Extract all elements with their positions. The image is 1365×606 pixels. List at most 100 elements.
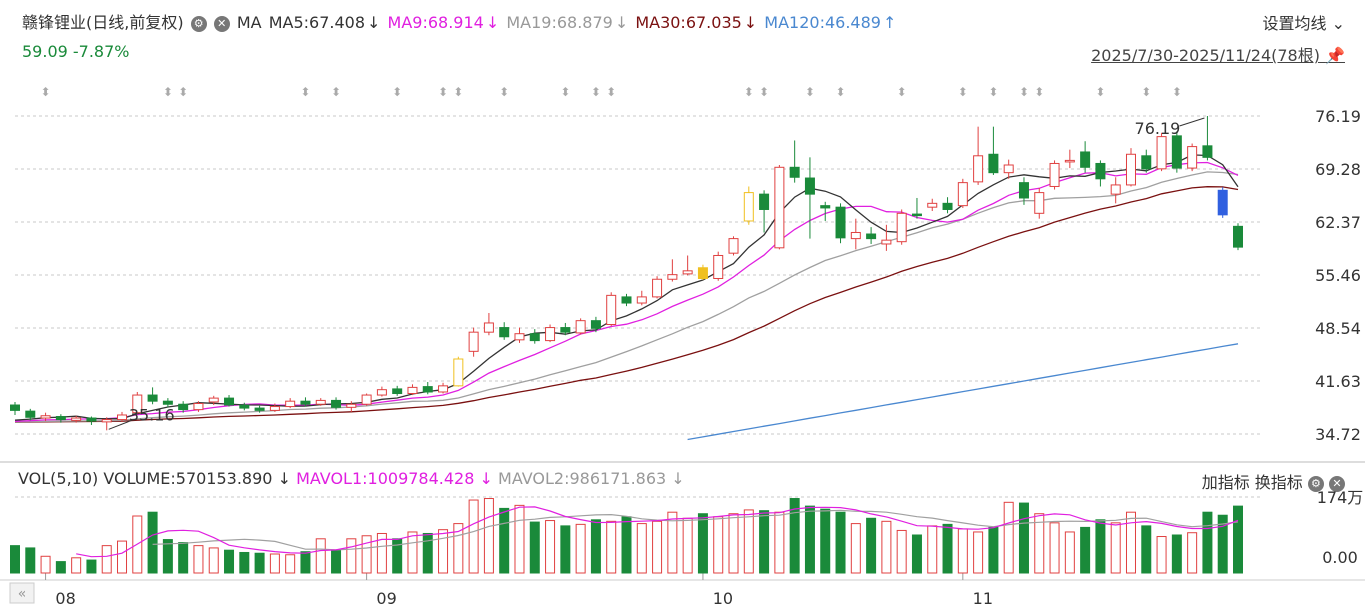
volume-bar	[71, 557, 82, 574]
vol-label: VOL(5,10)	[18, 469, 99, 488]
candle-body	[804, 177, 815, 195]
candle-body	[1233, 225, 1243, 248]
event-marker-icon: ⬍	[300, 85, 310, 99]
volume-bar	[331, 549, 342, 574]
event-marker-icon: ⬍	[835, 85, 845, 99]
volume-tick-label: 174万	[1317, 488, 1364, 507]
event-marker-icon: ⬍	[897, 85, 907, 99]
volume-bar	[25, 547, 36, 574]
candle-body	[560, 327, 571, 333]
volume-bar	[697, 513, 708, 574]
volume-bar	[1217, 514, 1228, 574]
ma9-label: MA9:68.914	[387, 13, 484, 32]
ma30-line	[14, 186, 1239, 423]
scroll-left-button[interactable]	[9, 582, 35, 604]
volume-bar	[820, 508, 831, 574]
volume-bar	[1125, 511, 1136, 574]
volume-bar	[896, 529, 907, 574]
volume-bar	[346, 538, 357, 574]
volume-bar	[438, 529, 449, 574]
event-marker-icon: ⬍	[453, 85, 463, 99]
volume-bar	[392, 538, 403, 574]
ma-settings-dropdown[interactable]: 设置均线 ⌄	[1262, 10, 1345, 34]
candle-body	[1034, 192, 1045, 214]
down-arrow: ↓	[485, 13, 500, 32]
volume-bar	[866, 517, 877, 574]
price-tick-label: 62.37	[1315, 213, 1361, 232]
volume-bar	[407, 531, 418, 574]
mavol2-value: MAVOL2:986171.863	[498, 469, 667, 488]
pin-icon[interactable]: 📌	[1325, 46, 1345, 65]
chevron-left-icon: «	[18, 586, 27, 602]
ma9-line	[14, 161, 1239, 422]
volume-bar	[988, 526, 999, 574]
volume-bar	[927, 525, 938, 574]
event-marker-icon: ⬍	[759, 85, 769, 99]
candle-body	[774, 166, 785, 249]
candle-body	[499, 327, 510, 338]
candle-body	[239, 404, 250, 409]
volume-bar	[254, 552, 265, 574]
event-marker-icon: ⬍	[41, 85, 51, 99]
volume-bar	[575, 523, 586, 574]
event-marker-icon: ⬍	[163, 85, 173, 99]
volume-bar	[835, 511, 846, 574]
stock-title: 赣锋锂业(日线,前复权)	[22, 13, 184, 32]
volume-bar	[911, 534, 922, 574]
add-indicator-button[interactable]: 加指标	[1201, 473, 1250, 492]
gear-icon[interactable]: ⚙	[1307, 476, 1324, 492]
switch-indicator-button[interactable]: 换指标	[1254, 473, 1303, 492]
volume-bar	[743, 509, 754, 574]
candle-body	[881, 239, 892, 245]
price-tick-label: 48.54	[1315, 319, 1361, 338]
volume-bar	[590, 519, 601, 574]
candle-body	[453, 358, 464, 387]
event-marker-icon: ⬍	[499, 85, 509, 99]
mavol1-line	[76, 506, 1239, 558]
candle-body	[713, 254, 724, 279]
price-tick-label: 41.63	[1315, 372, 1361, 391]
date-range[interactable]: 2025/7/30-2025/11/24(78根) 📌	[1091, 42, 1345, 66]
close-icon[interactable]: ✕	[1329, 476, 1345, 492]
volume-bar	[1003, 501, 1014, 574]
candle-body	[789, 166, 800, 178]
ma30-label: MA30:67.035	[635, 13, 742, 32]
gear-icon[interactable]: ⚙	[190, 16, 207, 32]
candle-body	[10, 404, 20, 411]
candle-body	[621, 296, 632, 304]
candle-body	[438, 385, 449, 393]
ma120-line	[687, 343, 1239, 441]
event-marker-icon: ⬍	[606, 85, 616, 99]
candle-body	[55, 416, 66, 421]
candle-body	[392, 388, 403, 395]
ma19-line	[14, 171, 1239, 423]
volume-bar	[86, 559, 97, 574]
volume-bar	[422, 532, 433, 574]
volume-bar	[652, 520, 663, 574]
volume-bar	[560, 525, 571, 574]
volume-header: VOL(5,10) VOLUME:570153.890 ↓ MAVOL1:100…	[18, 469, 685, 488]
candle-body	[208, 397, 219, 403]
candle-body	[483, 322, 494, 333]
ma120-label: MA120:46.489	[764, 13, 881, 32]
candle-body	[1049, 162, 1060, 187]
candle-body	[743, 192, 754, 222]
candle-body	[147, 394, 158, 402]
volume-bar	[376, 532, 387, 574]
candle-body	[1141, 155, 1152, 170]
volume-bar	[1233, 505, 1243, 574]
close-icon[interactable]: ✕	[213, 16, 230, 32]
event-marker-icon: ⬍	[958, 85, 968, 99]
volume-bar	[514, 504, 525, 574]
volume-bar	[728, 513, 739, 574]
candle-body	[1110, 184, 1121, 195]
candle-body	[927, 202, 938, 208]
ma-label: MA	[236, 13, 262, 32]
event-marker-icon: ⬍	[1095, 85, 1105, 99]
volume-bar	[40, 555, 51, 574]
month-label: 09	[376, 589, 396, 606]
price-tick-label: 76.19	[1315, 107, 1361, 126]
candle-body	[1187, 146, 1198, 169]
high-annotation: 76.19	[1135, 119, 1181, 138]
